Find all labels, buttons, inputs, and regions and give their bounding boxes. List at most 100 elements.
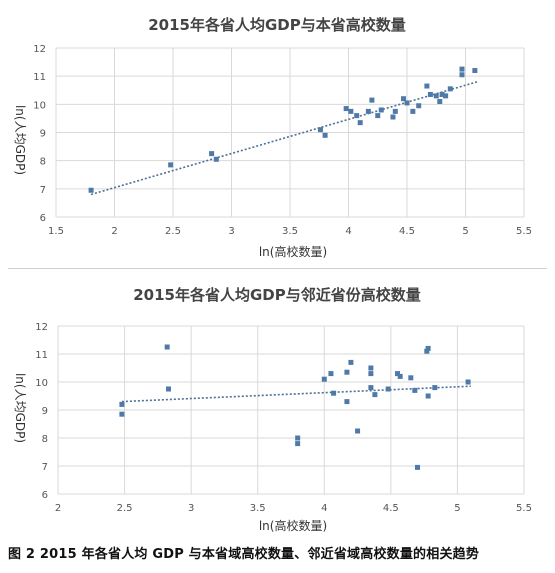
data-point — [354, 113, 360, 119]
trend-line-segment — [90, 81, 478, 196]
grid-lines — [57, 325, 525, 495]
x-tick-label: 2.5 — [117, 503, 133, 514]
data-point — [368, 385, 374, 391]
data-point — [357, 120, 363, 126]
data-point — [424, 348, 430, 354]
x-tick-label: 2.5 — [165, 226, 181, 237]
x-tick-label: 3.5 — [250, 503, 266, 514]
data-point — [416, 103, 422, 109]
data-point — [404, 100, 410, 106]
trend-line — [121, 385, 471, 403]
x-tick-label: 5 — [462, 226, 468, 237]
data-point — [432, 385, 438, 391]
data-point — [295, 435, 301, 441]
x-axis-label: ln(高校数量) — [259, 518, 327, 533]
data-point — [344, 369, 350, 375]
data-point — [414, 464, 420, 470]
y-tick-label: 9 — [42, 406, 48, 417]
data-point — [348, 108, 354, 114]
grid-lines — [55, 47, 525, 218]
y-tick-label: 6 — [40, 213, 46, 224]
data-point — [343, 106, 349, 112]
data-point — [425, 393, 431, 399]
data-point — [355, 428, 361, 434]
data-points — [119, 344, 471, 470]
y-axis-label: ln(人均GDP) — [13, 373, 27, 443]
data-point — [459, 66, 465, 72]
trend-line — [90, 81, 478, 196]
data-point — [331, 390, 337, 396]
y-tick-label: 11 — [35, 350, 48, 361]
data-point — [465, 379, 471, 385]
data-point — [209, 151, 215, 157]
data-point — [368, 365, 374, 371]
y-axis-ticks: 6 7 8 9 10 11 12 — [33, 44, 46, 224]
chart-divider — [8, 268, 547, 269]
data-point — [322, 132, 328, 138]
data-point — [400, 96, 406, 102]
data-point — [433, 93, 439, 99]
data-point — [295, 441, 301, 447]
x-axis-label: ln(高校数量) — [259, 244, 327, 259]
data-point — [344, 399, 350, 405]
data-point — [119, 411, 125, 417]
y-tick-label: 6 — [42, 490, 48, 501]
data-points — [88, 66, 478, 193]
x-tick-label: 3.5 — [282, 226, 298, 237]
y-tick-label: 7 — [42, 462, 48, 473]
data-point — [395, 371, 401, 377]
x-tick-label: 4.5 — [383, 503, 399, 514]
x-tick-label: 4.5 — [399, 226, 415, 237]
data-point — [397, 373, 403, 379]
data-point — [392, 108, 398, 114]
y-tick-label: 7 — [40, 185, 46, 196]
data-point — [168, 162, 174, 168]
y-axis-label: ln(人均GDP) — [13, 105, 27, 175]
data-point — [424, 83, 430, 89]
data-point — [368, 371, 374, 377]
data-point — [119, 401, 125, 407]
scatter-chart-neighbor-province: 2015年各省人均GDP与邻近省份高校数量 2 2.5 3 3.5 4 4.5 5 5.5 6… — [13, 286, 532, 533]
x-axis-ticks: 2 2.5 3 3.5 4 4.5 5 5.5 — [55, 503, 532, 514]
y-tick-label: 12 — [35, 322, 48, 333]
y-tick-label: 8 — [42, 434, 48, 445]
y-tick-label: 11 — [33, 72, 46, 83]
data-point — [88, 187, 94, 193]
chart-title: 2015年各省人均GDP与本省高校数量 — [148, 16, 406, 34]
data-point — [425, 345, 431, 351]
x-tick-label: 2 — [111, 226, 117, 237]
x-tick-label: 3 — [228, 226, 234, 237]
data-point — [408, 375, 414, 381]
data-point — [443, 93, 449, 99]
x-tick-label: 4 — [345, 226, 351, 237]
data-point — [412, 387, 418, 393]
figure-caption: 图 2 2015 年各省人均 GDP 与本省域高校数量、邻近省域高校数量的相关趋… — [8, 547, 480, 562]
data-point — [472, 68, 478, 74]
data-point — [390, 114, 396, 120]
x-tick-label: 5.5 — [516, 503, 532, 514]
data-point — [447, 86, 453, 92]
y-tick-label: 10 — [35, 378, 48, 389]
data-point — [372, 392, 378, 398]
data-point — [437, 99, 443, 105]
data-point — [439, 91, 445, 97]
trend-line-segment — [121, 385, 471, 403]
data-point — [164, 344, 170, 350]
y-tick-label: 10 — [33, 100, 46, 111]
x-axis-ticks: 1.5 2 2.5 3 3.5 4 4.5 5 5.5 — [48, 226, 532, 237]
y-tick-label: 8 — [40, 157, 46, 168]
scatter-chart-own-province: 2015年各省人均GDP与本省高校数量 1.5 2 2.5 3 3.5 4 4.5 5 5.5 … — [13, 16, 532, 259]
chart-title: 2015年各省人均GDP与邻近省份高校数量 — [133, 286, 421, 304]
x-tick-label: 3 — [188, 503, 194, 514]
data-point — [378, 107, 384, 113]
data-point — [365, 108, 371, 114]
y-tick-label: 12 — [33, 44, 46, 55]
data-point — [410, 108, 416, 114]
data-point — [321, 376, 327, 382]
x-tick-label: 2 — [55, 503, 61, 514]
x-tick-label: 5 — [454, 503, 460, 514]
y-axis-ticks: 6 7 8 9 10 11 12 — [35, 322, 48, 501]
data-point — [317, 127, 323, 133]
x-tick-label: 5.5 — [516, 226, 532, 237]
data-point — [369, 97, 375, 103]
